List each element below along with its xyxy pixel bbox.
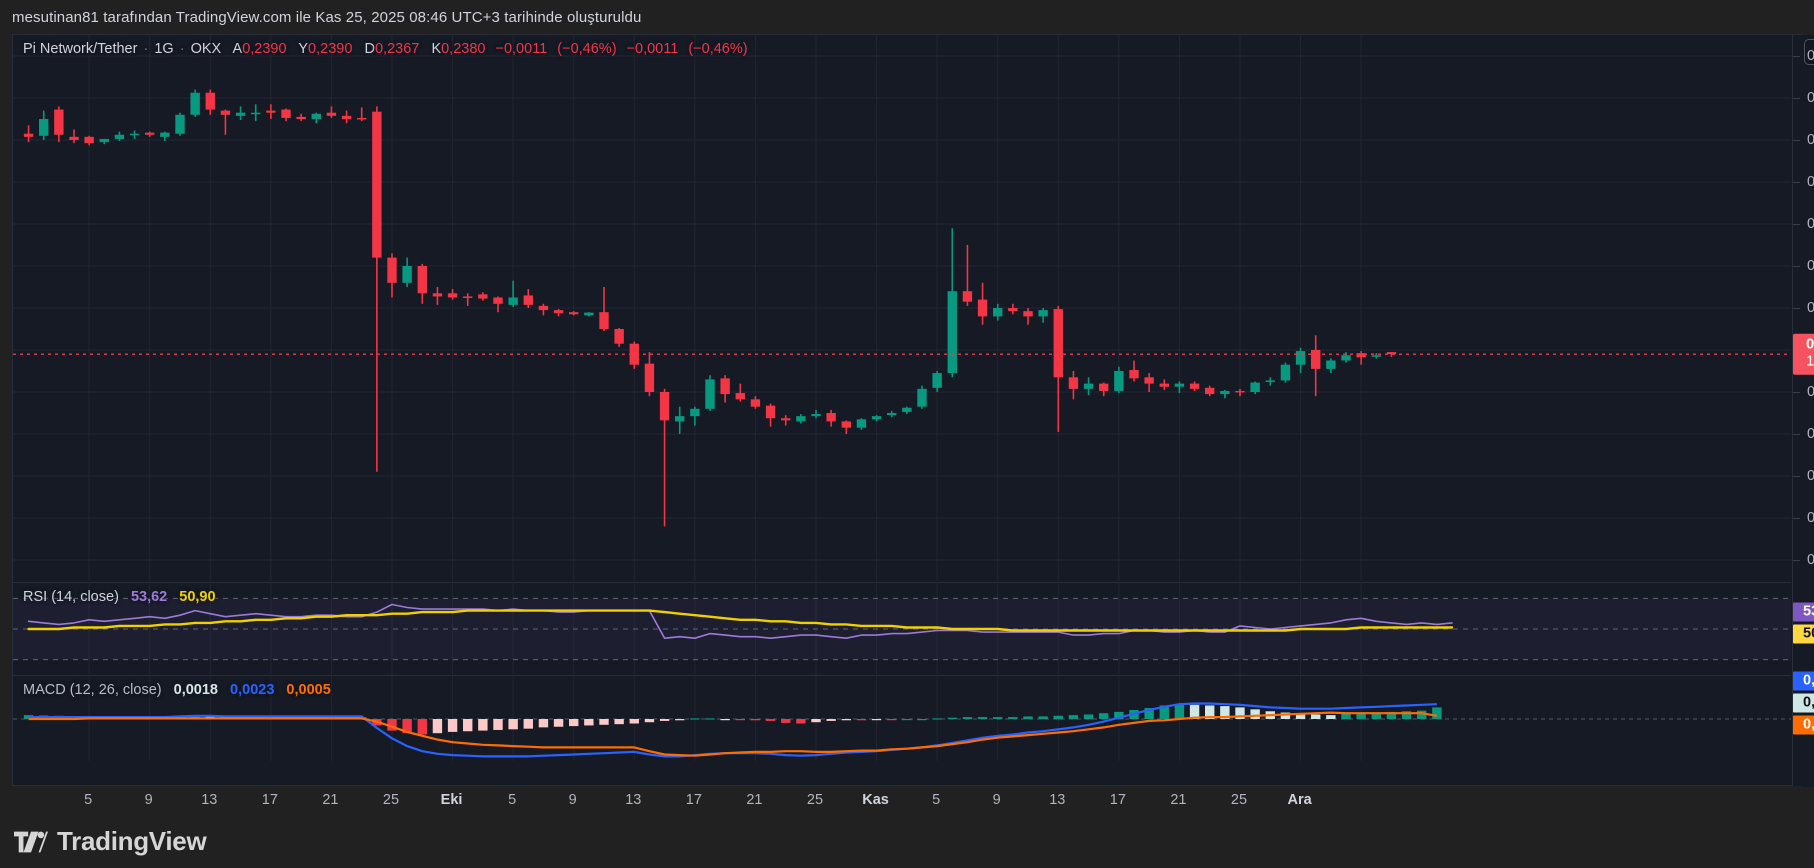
- price-axis-tick: [1793, 56, 1800, 57]
- attribution-header: mesutinan81 tarafından TradingView.com i…: [0, 0, 1814, 34]
- currency-badge[interactable]: USDT: [1804, 39, 1814, 65]
- attribution-text: mesutinan81 tarafından TradingView.com i…: [12, 8, 642, 26]
- time-axis-label: 9: [144, 792, 153, 808]
- price-axis-tick: [1793, 476, 1800, 477]
- rsi-pane[interactable]: RSI (14, close) 53,62 50,90: [13, 582, 1791, 674]
- price-axis-label: 0,2800: [1807, 258, 1814, 274]
- macd-pane[interactable]: MACD (12, 26, close) 0,0018 0,0023 0,000…: [13, 675, 1791, 761]
- macd-value-badge[interactable]: 0,0023: [1793, 671, 1814, 691]
- price-axis-tick: [1793, 392, 1800, 393]
- time-axis-label: 17: [1109, 792, 1126, 808]
- price-grid: [13, 35, 1791, 581]
- time-axis-label: 17: [261, 792, 278, 808]
- price-axis-tick: [1793, 560, 1800, 561]
- price-axis-tick: [1793, 308, 1800, 309]
- price-axis-label: 0,3200: [1807, 174, 1814, 190]
- price-axis-label: 0,2600: [1807, 300, 1814, 316]
- chart-frame[interactable]: Pi Network/Tether · 1G · OKX A0,2390 Y0,…: [12, 34, 1814, 787]
- time-axis-label: 5: [84, 792, 93, 808]
- price-axis-label: 0,2200: [1807, 384, 1814, 400]
- price-axis-label: 0,3600: [1807, 90, 1814, 106]
- rsi-value-badge[interactable]: 53,62: [1793, 602, 1814, 622]
- rsi-series: [27, 603, 1454, 639]
- time-axis-label: 25: [382, 792, 400, 808]
- tradingview-logo-icon: [14, 831, 48, 852]
- price-pane[interactable]: Pi Network/Tether · 1G · OKX A0,2390 Y0,…: [13, 35, 1791, 581]
- tradingview-wordmark: TradingView: [57, 826, 207, 856]
- price-axis-label: 0,3800: [1807, 48, 1814, 64]
- time-axis-label: 21: [746, 792, 763, 808]
- price-axis-label: 0,1800: [1807, 468, 1814, 484]
- rsi-value-badge[interactable]: 50,90: [1793, 624, 1814, 644]
- time-axis-label: 25: [806, 792, 824, 808]
- price-axis-tick: [1793, 434, 1800, 435]
- footer: TradingView: [14, 826, 207, 857]
- price-axis-label: 0,1600: [1807, 510, 1814, 526]
- time-axis-label: Eki: [440, 792, 463, 808]
- time-scale[interactable]: 5 9 13 17 21 25 Eki 5 9 13 17 21 25 Kas 5 9 13 17 21 25 Ara: [12, 786, 1802, 820]
- time-axis-label: 9: [992, 792, 1001, 808]
- time-axis-label: 5: [508, 792, 517, 808]
- price-axis-tick: [1793, 518, 1800, 519]
- time-axis-label: 5: [932, 792, 941, 808]
- price-scale[interactable]: USDT 0,3800 0,3600 0,3400 0,3200 0,3000 0,280…: [1792, 35, 1814, 787]
- price-axis-tick: [1793, 98, 1800, 99]
- time-axis-label: Ara: [1287, 792, 1312, 808]
- time-axis-label: 17: [685, 792, 702, 808]
- macd-series: [23, 702, 1442, 758]
- price-axis-tick: [1793, 266, 1800, 267]
- time-axis-label: 21: [1170, 792, 1187, 808]
- bar-countdown: 18:13:36: [1806, 352, 1814, 370]
- time-axis-label: 13: [201, 792, 218, 808]
- price-axis-tick: [1793, 140, 1800, 141]
- price-axis-label: 0,2000: [1807, 426, 1814, 442]
- macd-value-badge[interactable]: 0,0018: [1793, 693, 1814, 713]
- macd-value-badge[interactable]: 0,0005: [1793, 715, 1814, 735]
- time-axis-label: 21: [322, 792, 339, 808]
- price-axis-label: 0,3000: [1807, 216, 1814, 232]
- price-axis-label: 0,3400: [1807, 132, 1814, 148]
- price-axis-tick: [1793, 224, 1800, 225]
- rsi-grid: [13, 583, 1791, 674]
- candlestick-series: [13, 89, 1791, 527]
- time-axis-label: 9: [568, 792, 577, 808]
- time-axis-label: 25: [1230, 792, 1248, 808]
- current-price-badge[interactable]: 0,238018:13:36: [1793, 333, 1814, 375]
- time-axis-label: 13: [1049, 792, 1066, 808]
- time-axis-label: Kas: [862, 792, 889, 808]
- price-axis-tick: [1793, 182, 1800, 183]
- time-axis-label: 13: [625, 792, 642, 808]
- current-price-value: 0,2380: [1806, 335, 1814, 353]
- price-axis-label: 0,1400: [1807, 552, 1814, 568]
